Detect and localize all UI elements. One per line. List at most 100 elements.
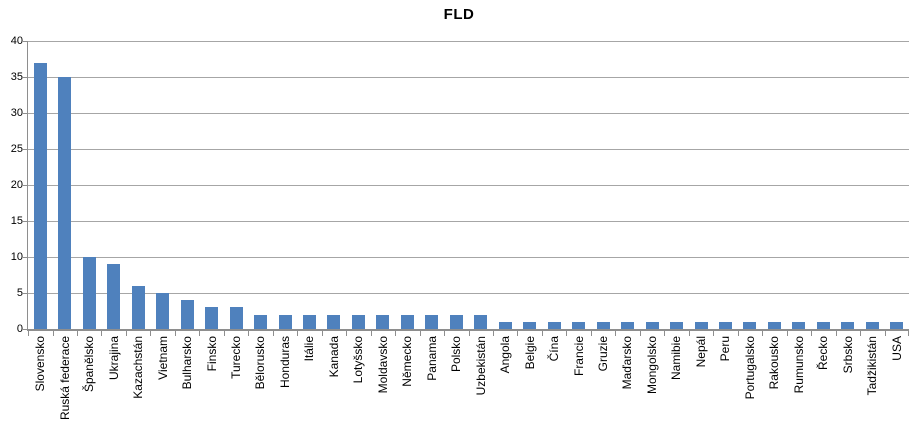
bar — [816, 322, 830, 329]
x-tick-mark — [884, 331, 886, 336]
bar — [596, 322, 610, 329]
x-axis-tick-label: Bulharsko — [180, 336, 195, 390]
x-axis-tick-label: Rumunsko — [791, 336, 806, 394]
x-axis-tick-label: Gruzie — [596, 336, 611, 372]
gridline — [28, 185, 909, 186]
x-label-cell: Uzbekistán — [468, 336, 492, 442]
bar — [890, 322, 904, 329]
x-tick-mark — [615, 331, 617, 336]
x-axis-tick-label: Panama — [424, 336, 439, 381]
x-label-cell: Bělorusko — [248, 336, 272, 442]
x-label-cell: Belgie — [517, 336, 541, 442]
bar — [205, 307, 218, 329]
x-tick-mark — [272, 331, 274, 336]
x-axis-tick-label: Mongolsko — [644, 336, 659, 395]
x-axis: Slovensko Ruská federace Španělsko Ukrajina… — [28, 336, 909, 442]
x-axis-tick-label: Angola — [498, 336, 513, 374]
x-label-cell: Nepál — [689, 336, 713, 442]
y-tick-mark — [23, 293, 27, 294]
bar — [865, 322, 879, 329]
x-axis-tick-label: Vietnam — [155, 336, 170, 380]
x-label-cell: Namibie — [664, 336, 688, 442]
bar — [719, 322, 732, 329]
gridline — [28, 149, 909, 150]
x-tick-mark — [346, 331, 348, 336]
bar — [425, 315, 439, 329]
bar — [58, 77, 72, 329]
x-tick-mark — [517, 331, 519, 336]
x-tick-mark — [28, 331, 29, 336]
x-tick-mark — [908, 331, 909, 336]
bar — [792, 322, 806, 329]
gridline — [28, 293, 909, 294]
x-axis-tick-label: Německo — [400, 336, 415, 387]
bar — [156, 293, 170, 329]
y-axis-tick-label: 15 — [10, 215, 23, 227]
x-tick-mark — [762, 331, 764, 336]
x-tick-mark — [786, 331, 788, 336]
y-tick-mark — [23, 185, 27, 186]
x-axis-tick-label: Honduras — [277, 336, 292, 389]
x-label-cell: Portugalsko — [738, 336, 762, 442]
x-tick-mark — [223, 331, 225, 336]
y-tick-mark — [23, 257, 27, 258]
x-label-cell: Bulharsko — [175, 336, 199, 442]
x-axis-tick-label: Belgie — [522, 336, 537, 370]
x-label-cell: Peru — [713, 336, 737, 442]
x-label-cell: Vietnam — [150, 336, 174, 442]
x-axis-tick-label: Kanada — [326, 336, 341, 378]
bar — [302, 315, 316, 329]
x-tick-mark — [468, 331, 470, 336]
x-tick-mark — [541, 331, 543, 336]
y-tick-mark — [23, 77, 27, 78]
x-tick-mark — [76, 331, 78, 336]
x-label-cell: Ruská federace — [52, 336, 76, 442]
x-axis-tick-label: Moldavsko — [375, 336, 390, 394]
x-tick-mark — [860, 331, 862, 336]
x-tick-mark — [101, 331, 103, 336]
x-tick-mark — [174, 331, 176, 336]
x-axis-tick-label: Slovensko — [33, 336, 48, 392]
x-label-cell: Polsko — [444, 336, 468, 442]
x-tick-mark — [688, 331, 690, 336]
x-axis-tick-label: Nepál — [693, 336, 708, 368]
y-tick-mark — [23, 149, 27, 150]
bar — [694, 322, 708, 329]
x-axis-tick-label: Polsko — [449, 336, 464, 373]
gridline — [28, 113, 909, 114]
x-tick-mark — [52, 331, 54, 336]
x-label-cell: Angola — [493, 336, 517, 442]
y-tick-mark — [23, 221, 27, 222]
x-axis-tick-label: Peru — [718, 336, 733, 362]
bar — [841, 322, 855, 329]
x-tick-mark — [321, 331, 323, 336]
x-tick-mark — [444, 331, 445, 336]
bar — [743, 322, 757, 329]
x-label-cell: Německo — [395, 336, 419, 442]
x-label-cell: Finsko — [199, 336, 223, 442]
bar — [572, 322, 586, 329]
x-tick-mark — [639, 331, 641, 336]
bar — [229, 307, 243, 329]
x-label-cell: Turecko — [224, 336, 248, 442]
bar — [376, 315, 390, 329]
x-label-cell: Moldavsko — [371, 336, 395, 442]
y-tick-mark — [23, 329, 27, 330]
x-tick-mark — [566, 331, 568, 336]
y-axis-tick-label: 35 — [10, 71, 23, 83]
y-axis: 0 5 10 15 20 25 30 35 40 — [0, 35, 23, 335]
x-tick-mark — [297, 331, 299, 336]
x-label-cell: Rumunsko — [787, 336, 811, 442]
x-label-cell: Řecko — [811, 336, 835, 442]
gridline — [28, 221, 909, 222]
x-tick-mark — [125, 331, 127, 336]
bar — [767, 322, 781, 329]
x-axis-tick-label: Tadžikistán — [865, 336, 880, 396]
bar — [670, 322, 683, 329]
bar — [33, 63, 47, 329]
bar — [180, 300, 194, 329]
x-axis-tick-label: Bělorusko — [253, 336, 268, 390]
bar — [107, 264, 121, 329]
x-axis-tick-label: Řecko — [816, 336, 831, 371]
